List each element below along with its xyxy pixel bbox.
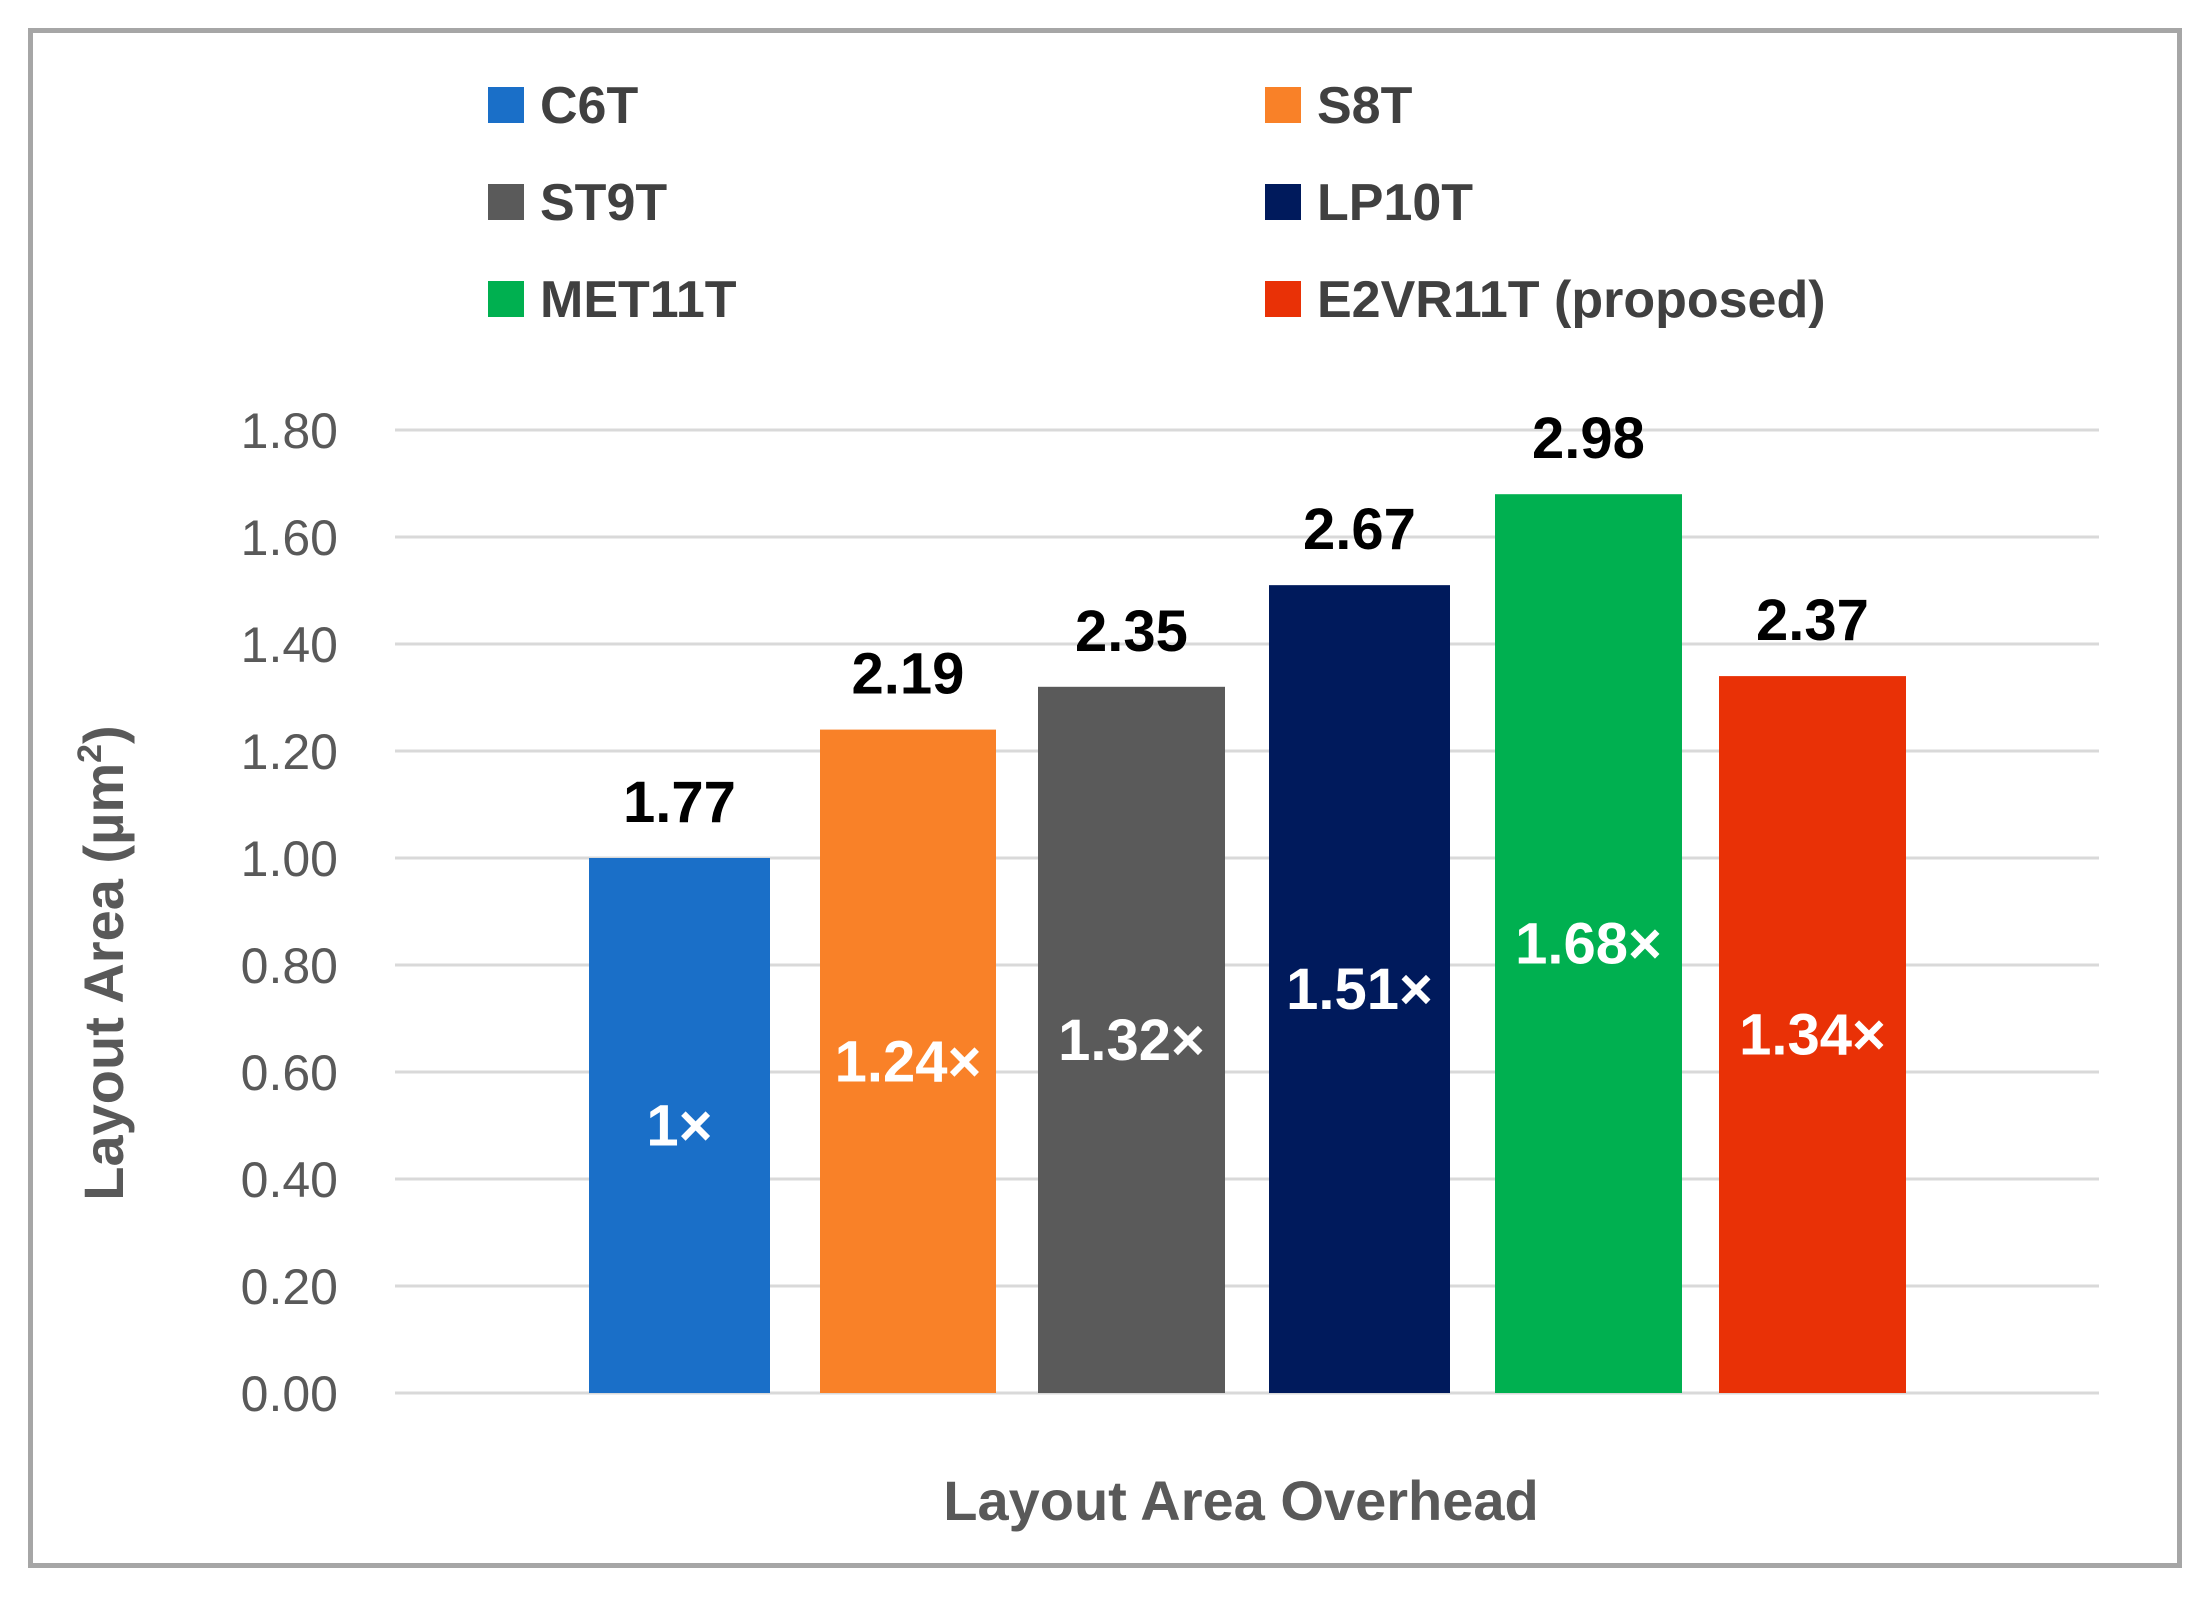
y-tick-label: 1.40 xyxy=(241,617,338,673)
legend-swatch xyxy=(488,87,524,123)
bar-ratio-label: 1.68× xyxy=(1515,912,1662,977)
legend: C6T S8T ST9T LP10T MET11T E2VR11T (proposed) xyxy=(488,77,1826,329)
bar-s8t xyxy=(820,729,996,1393)
bar-ratio-label: 1.51× xyxy=(1286,957,1433,1022)
y-axis-title: Layout Area (µm2) xyxy=(71,725,135,1200)
y-tick-label: 0.40 xyxy=(241,1152,338,1208)
legend-swatch xyxy=(1265,87,1301,123)
legend-label: E2VR11T (proposed) xyxy=(1317,271,1826,329)
y-tick-label: 1.60 xyxy=(241,510,338,566)
chart-frame: C6T S8T ST9T LP10T MET11T E2VR11T (proposed) … xyxy=(28,28,2182,1568)
y-tick-label: 0.20 xyxy=(241,1259,338,1315)
bar-ratio-label: 1.32× xyxy=(1058,1008,1205,1073)
bar-top-label: 2.67 xyxy=(1303,497,1416,562)
legend-swatch xyxy=(488,184,524,220)
legend-label: C6T xyxy=(540,77,638,135)
legend-swatch xyxy=(1265,281,1301,317)
data-labels: 1.77 1× 2.19 1.24× 2.35 1.32× 2.67 1.51× 2.98 1.6… xyxy=(623,406,1886,1158)
y-tick-label: 0.00 xyxy=(241,1366,338,1422)
x-axis-title: Layout Area Overhead xyxy=(943,1469,1538,1532)
y-tick-label: 0.60 xyxy=(241,1045,338,1101)
bar-ratio-label: 1.24× xyxy=(835,1029,982,1094)
y-tick-label: 1.80 xyxy=(241,403,338,459)
bar-lp10t xyxy=(1269,585,1450,1393)
y-axis-ticks: 0.00 0.20 0.40 0.60 0.80 1.00 1.20 1.40 1.60 1.80 xyxy=(241,403,338,1422)
bar-ratio-label: 1× xyxy=(646,1094,712,1159)
legend-label: LP10T xyxy=(1317,174,1473,232)
bar-top-label: 1.77 xyxy=(623,770,736,835)
bar-st9t xyxy=(1038,686,1225,1393)
legend-label: S8T xyxy=(1317,77,1413,135)
legend-swatch xyxy=(488,281,524,317)
bar-ratio-label: 1.34× xyxy=(1739,1003,1886,1068)
bar-c6t xyxy=(589,858,770,1393)
y-tick-label: 1.00 xyxy=(241,831,338,887)
bar-top-label: 2.19 xyxy=(852,642,965,707)
y-tick-label: 1.20 xyxy=(241,724,338,780)
bar-top-label: 2.98 xyxy=(1532,406,1645,471)
bars xyxy=(589,494,1906,1393)
bar-top-label: 2.35 xyxy=(1075,599,1188,664)
legend-swatch xyxy=(1265,184,1301,220)
bar-e2vr11t-proposed xyxy=(1719,676,1906,1393)
bar-met11t xyxy=(1495,494,1682,1393)
bar-top-label: 2.37 xyxy=(1756,588,1869,653)
y-tick-label: 0.80 xyxy=(241,938,338,994)
legend-label: MET11T xyxy=(540,271,737,329)
legend-label: ST9T xyxy=(540,174,667,232)
